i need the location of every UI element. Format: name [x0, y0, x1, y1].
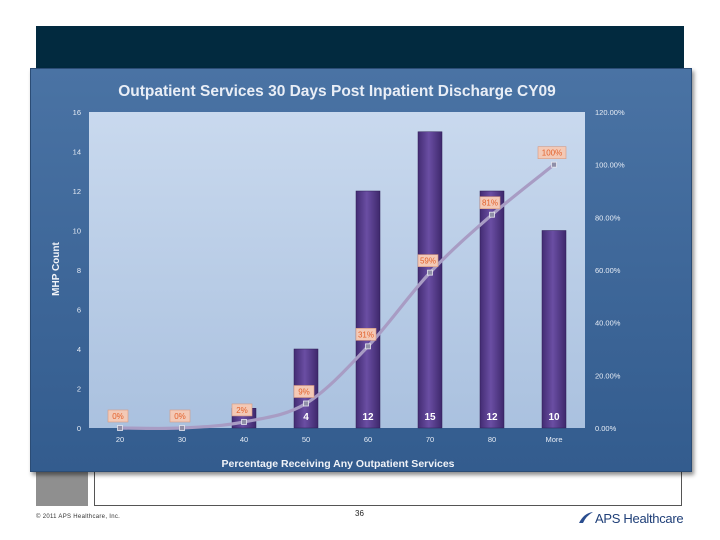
y2-tick-label: 20.00% — [595, 371, 621, 380]
y2-tick-label: 120.00% — [595, 108, 625, 117]
y-tick-label: 14 — [73, 148, 81, 157]
gray-block — [36, 466, 88, 506]
svg-text:0%: 0% — [112, 412, 124, 421]
percent-data-label: 81% — [479, 196, 501, 209]
bar-value-label: 4 — [303, 412, 309, 423]
x-tick-label: 50 — [302, 435, 310, 444]
line-marker — [303, 400, 309, 407]
bar-value-label: 12 — [486, 412, 498, 423]
logo-swoosh-icon — [579, 512, 593, 523]
y-tick-label: 0 — [77, 424, 81, 433]
x-tick-label: 20 — [116, 435, 124, 444]
chart-svg: Outpatient Services 30 Days Post Inpatie… — [51, 83, 625, 470]
x-axis-title: Percentage Receiving Any Outpatient Serv… — [221, 458, 454, 470]
percent-data-label: 9% — [293, 385, 315, 398]
percent-data-label: 0% — [169, 409, 191, 423]
cumulative-line — [118, 163, 556, 431]
x-tick-label: 80 — [488, 435, 496, 444]
logo-text: APS Healthcare — [595, 510, 684, 526]
svg-text:2%: 2% — [236, 406, 248, 415]
company-logo: APS Healthcare — [578, 510, 684, 526]
x-tick-label: 40 — [240, 435, 248, 444]
chart-title: Outpatient Services 30 Days Post Inpatie… — [118, 83, 556, 100]
y2-tick-label: 40.00% — [595, 319, 621, 328]
page-number: 36 — [355, 509, 364, 518]
bar-value-label: 15 — [424, 412, 436, 423]
line-marker — [489, 211, 495, 218]
line-marker — [241, 419, 247, 425]
bar-value-label: 12 — [362, 412, 374, 423]
y2-tick-label: 60.00% — [595, 266, 621, 275]
y-tick-label: 16 — [73, 108, 81, 117]
svg-text:0%: 0% — [174, 412, 186, 421]
svg-text:9%: 9% — [298, 388, 310, 397]
y-tick-label: 4 — [77, 345, 81, 354]
svg-text:31%: 31% — [358, 330, 374, 339]
percent-data-label: 59% — [417, 254, 439, 267]
line-marker — [365, 343, 371, 350]
line-marker — [179, 425, 185, 431]
bar — [417, 131, 443, 429]
percent-data-label: 0% — [107, 409, 129, 423]
footer-copyright: © 2011 APS Healthcare, Inc. — [36, 514, 121, 520]
content-frame — [94, 466, 682, 506]
svg-text:100%: 100% — [542, 149, 562, 158]
y-tick-label: 12 — [73, 187, 81, 196]
percent-data-label: 2% — [231, 403, 253, 417]
y2-tick-label: 0.00% — [595, 424, 617, 433]
percent-data-label: 100% — [537, 146, 567, 159]
svg-text:81%: 81% — [482, 199, 498, 208]
header-band — [36, 26, 684, 70]
bar-value-label: 10 — [548, 412, 560, 423]
bar — [479, 190, 505, 429]
y-axis-title: MHP Count — [51, 241, 62, 295]
line-marker — [117, 425, 123, 431]
bar — [541, 230, 567, 429]
line-marker — [551, 161, 557, 168]
y-tick-label: 2 — [77, 385, 81, 394]
x-tick-label: 70 — [426, 435, 434, 444]
line-marker — [427, 269, 433, 276]
bar — [355, 190, 381, 429]
x-tick-label: 60 — [364, 435, 372, 444]
y2-tick-label: 80.00% — [595, 213, 621, 222]
x-tick-label: 30 — [178, 435, 186, 444]
y2-tick-label: 100.00% — [595, 161, 625, 170]
percent-data-label: 31% — [355, 328, 377, 341]
x-tick-label: More — [545, 435, 562, 444]
chart-panel: Outpatient Services 30 Days Post Inpatie… — [30, 68, 692, 472]
svg-text:59%: 59% — [420, 257, 436, 266]
y-tick-label: 6 — [77, 306, 81, 315]
y-tick-label: 10 — [73, 227, 81, 236]
y-tick-label: 8 — [77, 266, 81, 275]
